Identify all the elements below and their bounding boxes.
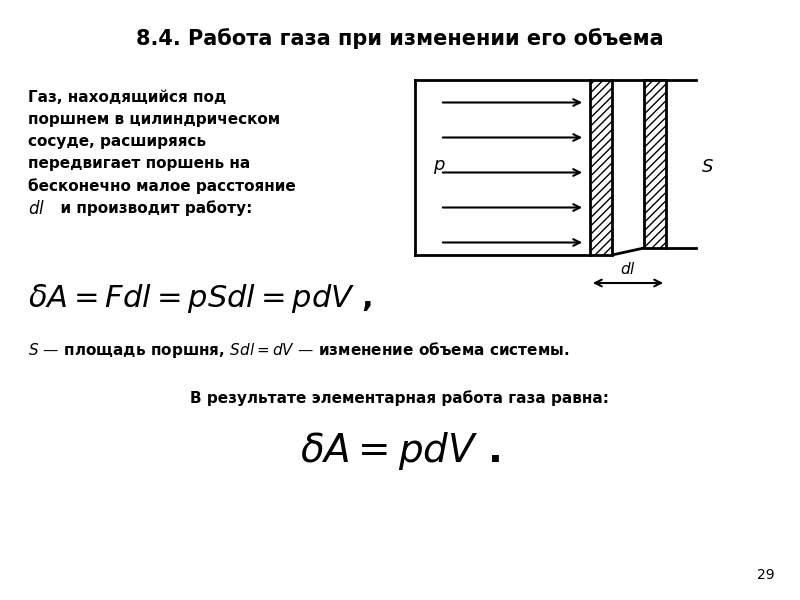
Text: $dl$: $dl$: [620, 261, 636, 277]
Text: передвигает поршень на: передвигает поршень на: [28, 156, 250, 171]
Text: Газ, находящийся под: Газ, находящийся под: [28, 90, 226, 105]
Text: $\delta\mathit{A} = \mathit{F}\mathit{d}\mathit{l} = \mathit{p}\mathit{S}\mathit: $\delta\mathit{A} = \mathit{F}\mathit{d}…: [28, 282, 373, 315]
Text: и производит работу:: и производит работу:: [50, 200, 252, 216]
Text: 8.4. Работа газа при изменении его объема: 8.4. Работа газа при изменении его объем…: [136, 28, 664, 49]
Bar: [590, 80, 612, 255]
Text: 29: 29: [758, 568, 775, 582]
Text: $\mathbf{\mathit{dl}}$: $\mathbf{\mathit{dl}}$: [28, 200, 45, 218]
Text: $S$: $S$: [701, 158, 714, 176]
Text: $\mathit{S}$ — площадь поршня, $\mathit{S}\mathit{d}\mathit{l}{=}\mathit{d}\math: $\mathit{S}$ — площадь поршня, $\mathit{…: [28, 340, 570, 360]
Text: $p$: $p$: [433, 158, 446, 176]
Text: В результате элементарная работа газа равна:: В результате элементарная работа газа ра…: [190, 390, 610, 406]
Text: бесконечно малое расстояние: бесконечно малое расстояние: [28, 178, 296, 194]
Text: поршнем в цилиндрическом: поршнем в цилиндрическом: [28, 112, 280, 127]
Bar: [644, 80, 666, 248]
Text: сосуде, расширяясь: сосуде, расширяясь: [28, 134, 206, 149]
Text: $\delta\mathit{A} = \mathit{p}\mathit{d}\mathit{V}$ .: $\delta\mathit{A} = \mathit{p}\mathit{d}…: [300, 430, 500, 472]
